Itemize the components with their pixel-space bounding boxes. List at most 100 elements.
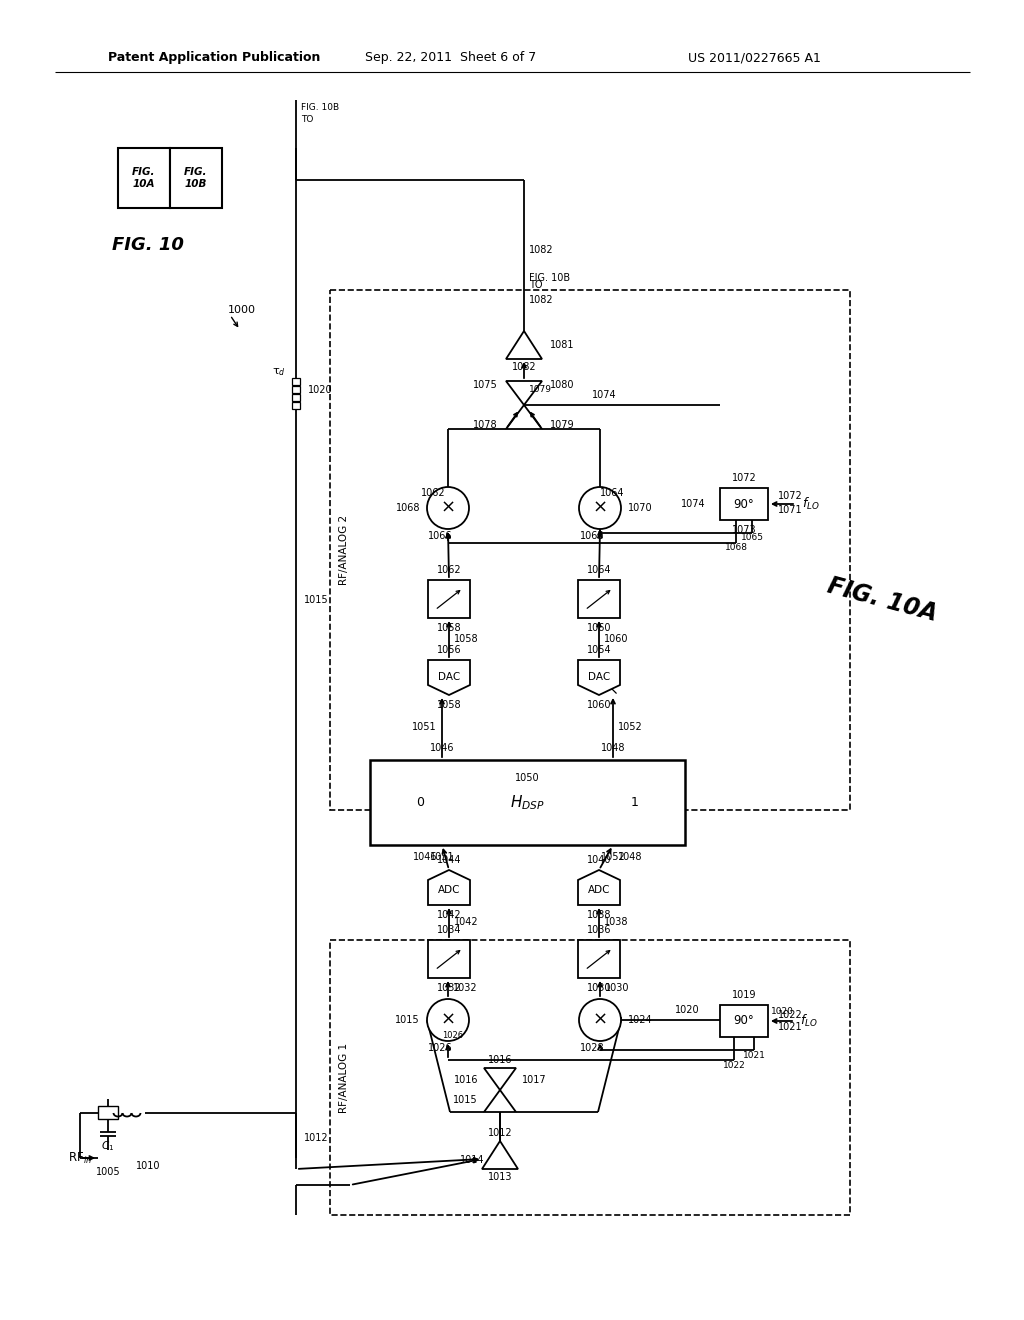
Text: 1079: 1079: [550, 420, 574, 430]
Text: 0: 0: [416, 796, 424, 809]
Text: 1022: 1022: [723, 1060, 745, 1069]
Text: 1022: 1022: [778, 1010, 803, 1020]
Text: 1017: 1017: [522, 1074, 547, 1085]
Text: RF/ANALOG 1: RF/ANALOG 1: [339, 1043, 349, 1113]
Text: 1012: 1012: [487, 1129, 512, 1138]
Text: 1051: 1051: [413, 722, 437, 733]
Text: 1040: 1040: [587, 855, 611, 865]
Text: 1081: 1081: [550, 341, 574, 350]
Bar: [330, 290, 850, 810]
Text: 1048: 1048: [601, 743, 626, 752]
Text: 1020: 1020: [771, 1006, 794, 1015]
Text: 1066: 1066: [428, 531, 453, 541]
Text: 1075: 1075: [473, 380, 498, 389]
Text: Sep. 22, 2011  Sheet 6 of 7: Sep. 22, 2011 Sheet 6 of 7: [365, 51, 537, 65]
Text: 1015: 1015: [454, 1096, 478, 1105]
Text: ×: ×: [440, 1011, 456, 1030]
Text: ADC: ADC: [437, 884, 460, 895]
Text: RF$_{in}$: RF$_{in}$: [68, 1151, 92, 1166]
Text: 1054: 1054: [587, 645, 611, 655]
Text: 1073: 1073: [732, 525, 757, 535]
Circle shape: [427, 999, 469, 1041]
Text: FIG.
10B: FIG. 10B: [184, 168, 208, 189]
Text: 1030: 1030: [587, 983, 611, 993]
Polygon shape: [484, 1068, 516, 1090]
Text: 1064: 1064: [600, 488, 625, 498]
Text: 1028: 1028: [580, 1043, 604, 1053]
Text: 1012: 1012: [304, 1133, 329, 1143]
Text: 1062: 1062: [436, 565, 462, 576]
Text: 1080: 1080: [550, 380, 574, 389]
Bar: [428, 940, 470, 978]
Text: 1: 1: [631, 796, 639, 809]
Text: 1016: 1016: [487, 1055, 512, 1065]
Text: 90°: 90°: [733, 498, 755, 511]
Text: 1034: 1034: [437, 925, 461, 935]
Text: 1060: 1060: [587, 700, 611, 710]
Text: 1015: 1015: [395, 1015, 420, 1026]
Text: RF/ANALOG 2: RF/ANALOG 2: [339, 515, 349, 585]
Text: 1013: 1013: [487, 1172, 512, 1181]
Text: 1071: 1071: [778, 506, 803, 515]
Text: 1044: 1044: [437, 855, 461, 865]
Text: 1058: 1058: [436, 700, 462, 710]
Bar: [292, 378, 300, 385]
Text: 1064: 1064: [587, 565, 611, 576]
Bar: [578, 940, 620, 978]
Polygon shape: [506, 381, 542, 405]
Text: 1065: 1065: [740, 533, 764, 543]
Text: ×: ×: [593, 499, 607, 517]
Text: 1058: 1058: [436, 623, 462, 634]
Bar: [98, 1106, 118, 1119]
Text: FIG. 10A: FIG. 10A: [824, 574, 940, 626]
Bar: [292, 385, 300, 393]
Polygon shape: [428, 870, 470, 906]
Text: 1072: 1072: [778, 491, 803, 502]
Text: TO: TO: [529, 280, 543, 290]
Text: 1032: 1032: [436, 983, 462, 993]
Text: 1082: 1082: [512, 362, 537, 372]
Text: 1021: 1021: [742, 1051, 765, 1060]
Polygon shape: [578, 660, 620, 696]
Text: $H_{DSP}$: $H_{DSP}$: [510, 793, 545, 812]
Text: 1060: 1060: [587, 623, 611, 634]
Bar: [292, 393, 300, 401]
Bar: [720, 1005, 768, 1038]
Text: 1010: 1010: [136, 1162, 160, 1171]
Text: $f_{LO}$: $f_{LO}$: [802, 496, 820, 512]
Text: ×: ×: [440, 499, 456, 517]
Text: FIG. 10B: FIG. 10B: [301, 103, 339, 112]
Bar: [330, 940, 850, 1214]
Text: 1005: 1005: [95, 1167, 120, 1177]
Text: 1072: 1072: [731, 473, 757, 483]
Text: 1000: 1000: [228, 305, 256, 315]
Text: 1038: 1038: [587, 909, 611, 920]
Text: 1078: 1078: [473, 420, 498, 430]
Text: DAC: DAC: [438, 672, 460, 682]
Text: 1065: 1065: [580, 531, 604, 541]
Text: 1042: 1042: [436, 909, 462, 920]
Polygon shape: [578, 870, 620, 906]
Text: 1056: 1056: [436, 645, 462, 655]
Text: 1019: 1019: [732, 990, 757, 1001]
Text: 1058: 1058: [454, 634, 478, 644]
Text: 1046: 1046: [413, 851, 437, 862]
Text: τ$_d$: τ$_d$: [272, 366, 286, 378]
Text: FIG.
10A: FIG. 10A: [132, 168, 156, 189]
Text: 1020: 1020: [308, 385, 333, 395]
Text: Patent Application Publication: Patent Application Publication: [108, 51, 321, 65]
Bar: [170, 148, 222, 209]
Text: 1052: 1052: [618, 722, 643, 733]
Text: 1068: 1068: [725, 544, 748, 553]
Bar: [720, 488, 768, 520]
Text: 1051: 1051: [430, 851, 455, 862]
Bar: [370, 760, 685, 845]
Polygon shape: [484, 1090, 516, 1111]
Text: ×: ×: [593, 1011, 607, 1030]
Text: FIG. 10: FIG. 10: [112, 236, 184, 253]
Text: 90°: 90°: [733, 1015, 755, 1027]
Bar: [292, 403, 300, 409]
Text: ADC: ADC: [588, 884, 610, 895]
Polygon shape: [482, 1140, 518, 1170]
Text: 1016: 1016: [454, 1074, 478, 1085]
